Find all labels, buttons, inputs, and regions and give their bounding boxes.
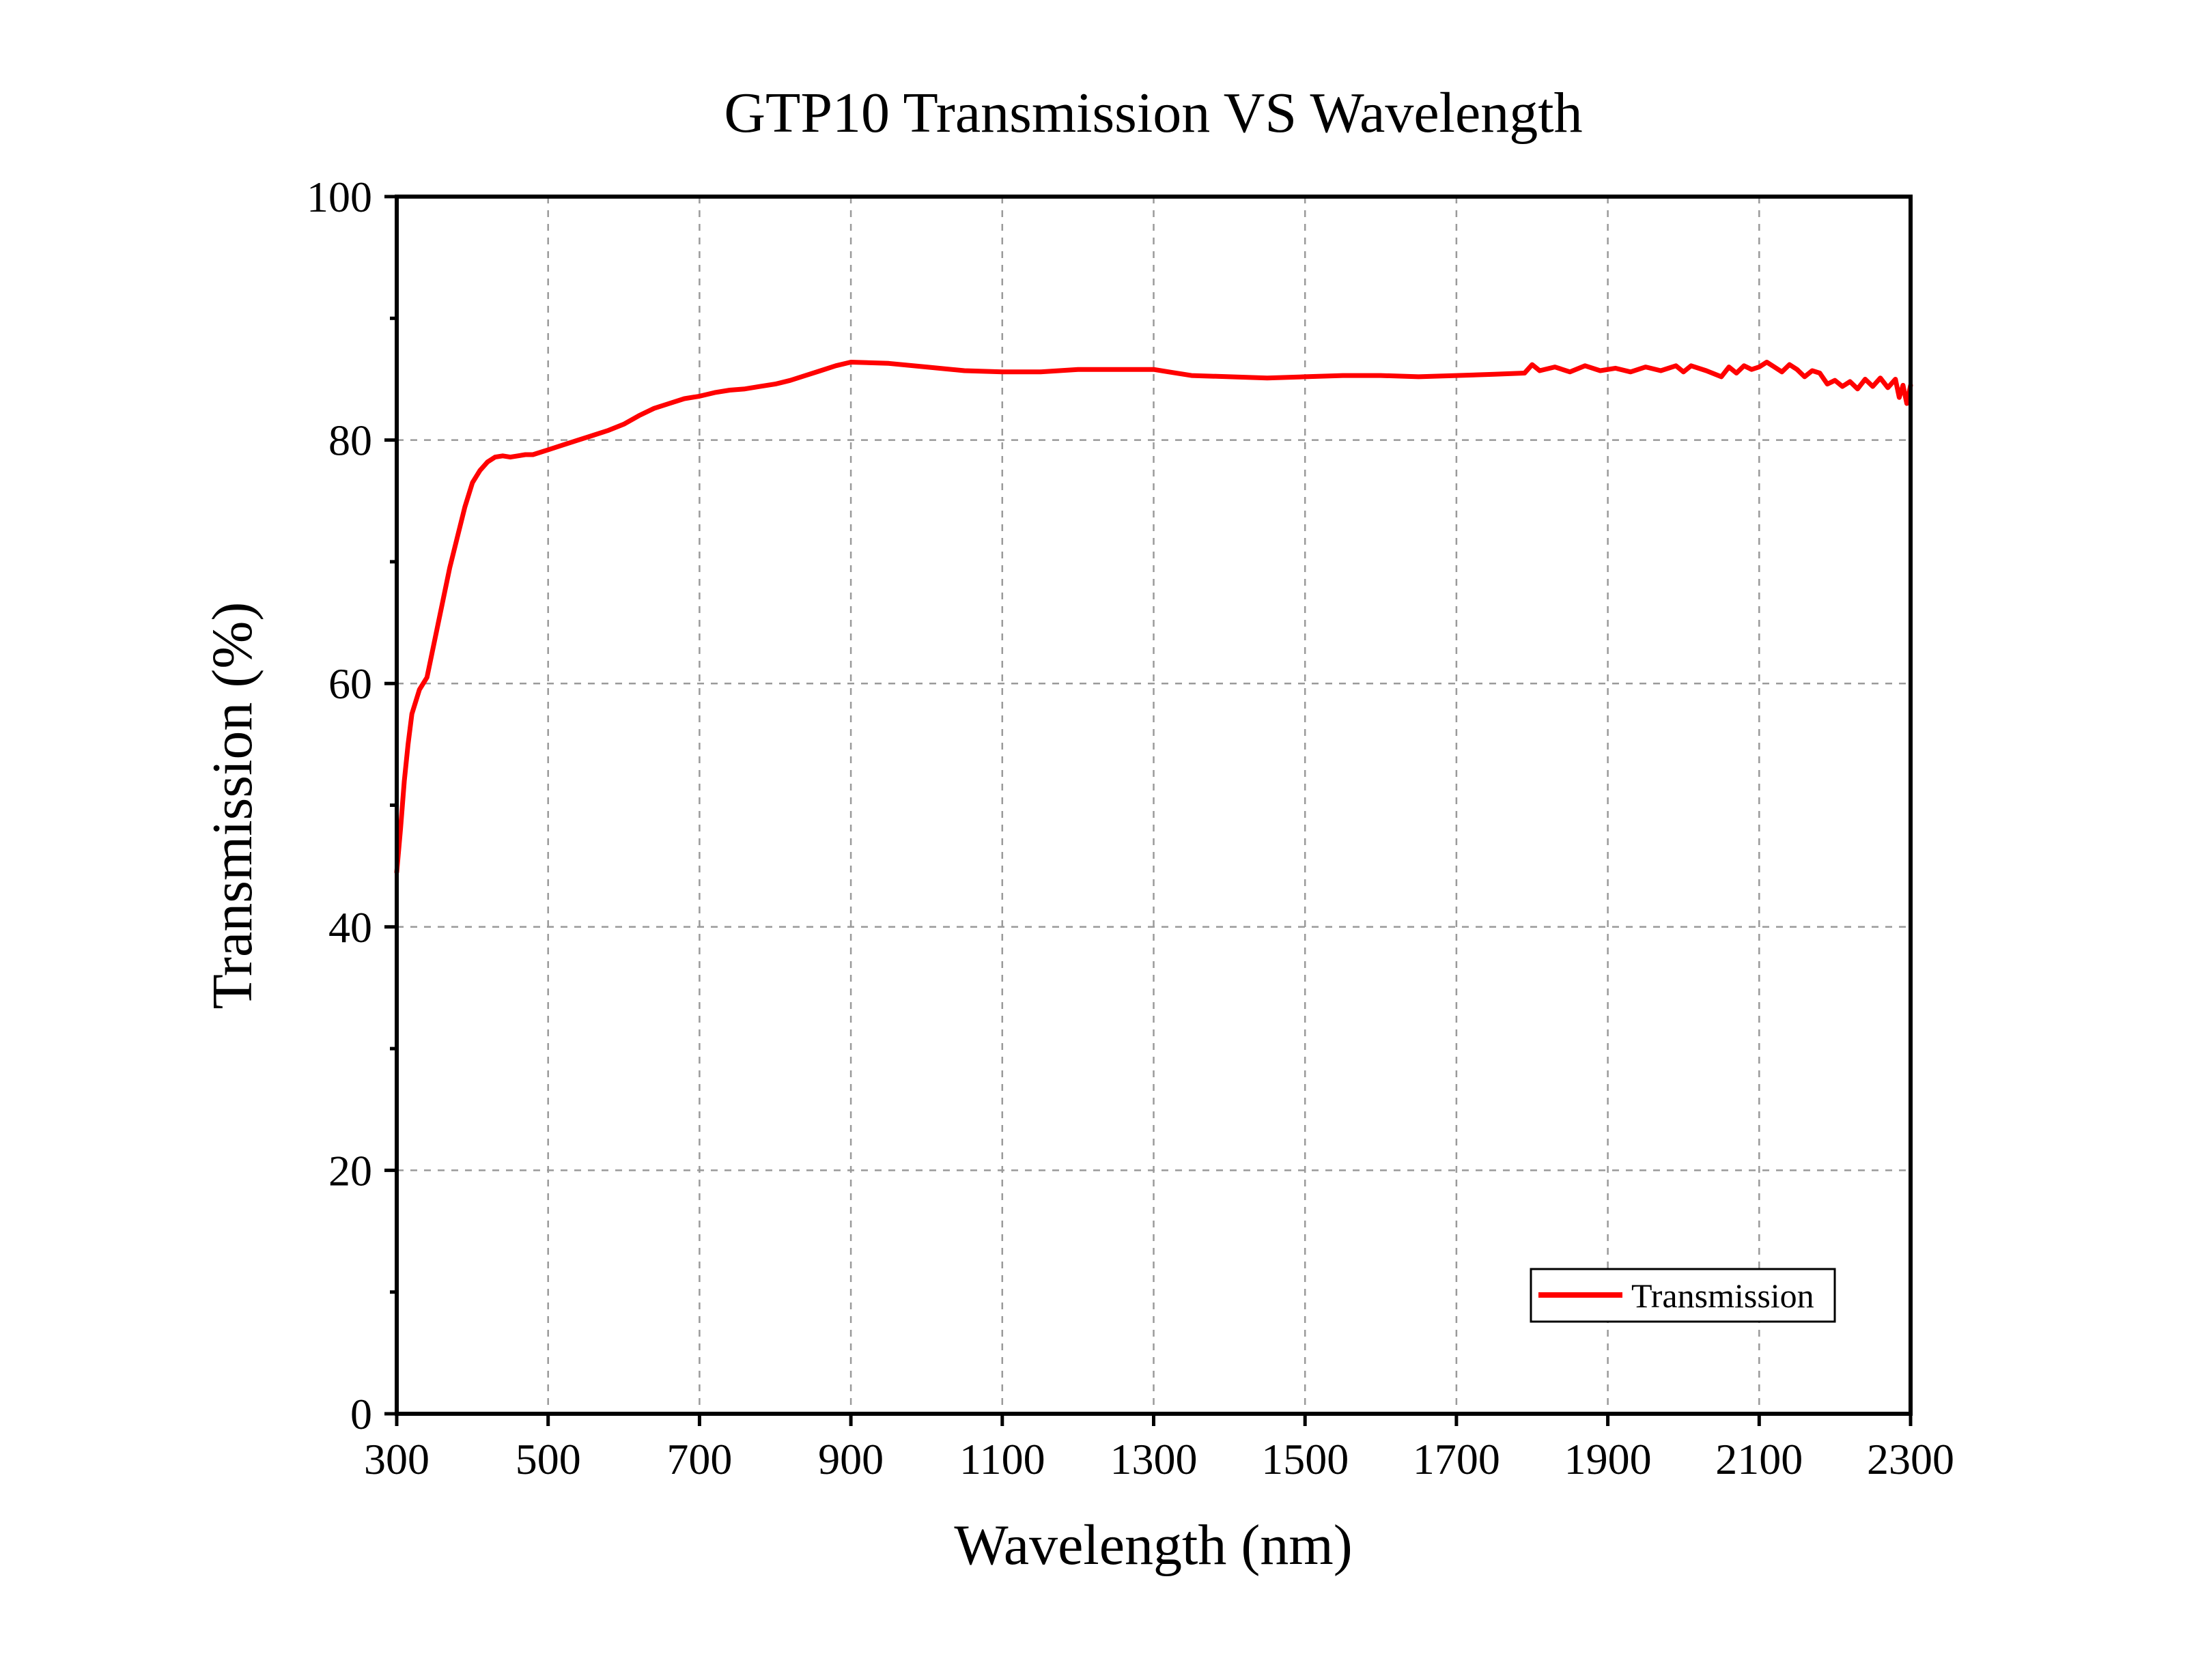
y-tick-label: 40 [328,903,372,952]
series-line-transmission [394,360,1913,875]
legend: Transmission [1530,1268,1836,1323]
y-tick-label: 80 [328,416,372,465]
x-tick-label: 1300 [1110,1435,1198,1483]
legend-label: Transmission [1631,1277,1814,1315]
y-tick-label: 60 [328,659,372,708]
x-tick-label: 1100 [959,1435,1045,1483]
chart-title: GTP10 Transmission VS Wavelength [724,81,1582,145]
y-tick-label: 0 [350,1390,372,1438]
y-axis-label: Transmission (%) [201,602,264,1010]
ticks-layer [384,195,1913,1426]
x-tick-label: 1900 [1564,1435,1652,1483]
y-tick-label: 20 [328,1146,372,1195]
grid-layer [397,197,1911,1414]
x-tick-label: 1500 [1261,1435,1349,1483]
plot-frame [395,195,1913,1416]
x-tick-label: 2100 [1715,1435,1803,1483]
x-tick-label: 500 [516,1435,581,1483]
x-tick-label: 300 [364,1435,430,1483]
x-tick-label: 700 [666,1435,732,1483]
x-tick-label: 2300 [1867,1435,1954,1483]
y-tick-labels: 0 20 40 60 80 100 [307,173,372,1438]
x-tick-label: 900 [818,1435,884,1483]
x-axis-label: Wavelength (nm) [954,1513,1352,1577]
x-tick-labels: 300 500 700 900 1100 1300 1500 1700 1900 2100 2300 [364,1435,1954,1483]
y-tick-label: 100 [307,173,372,221]
x-tick-label: 1700 [1413,1435,1500,1483]
